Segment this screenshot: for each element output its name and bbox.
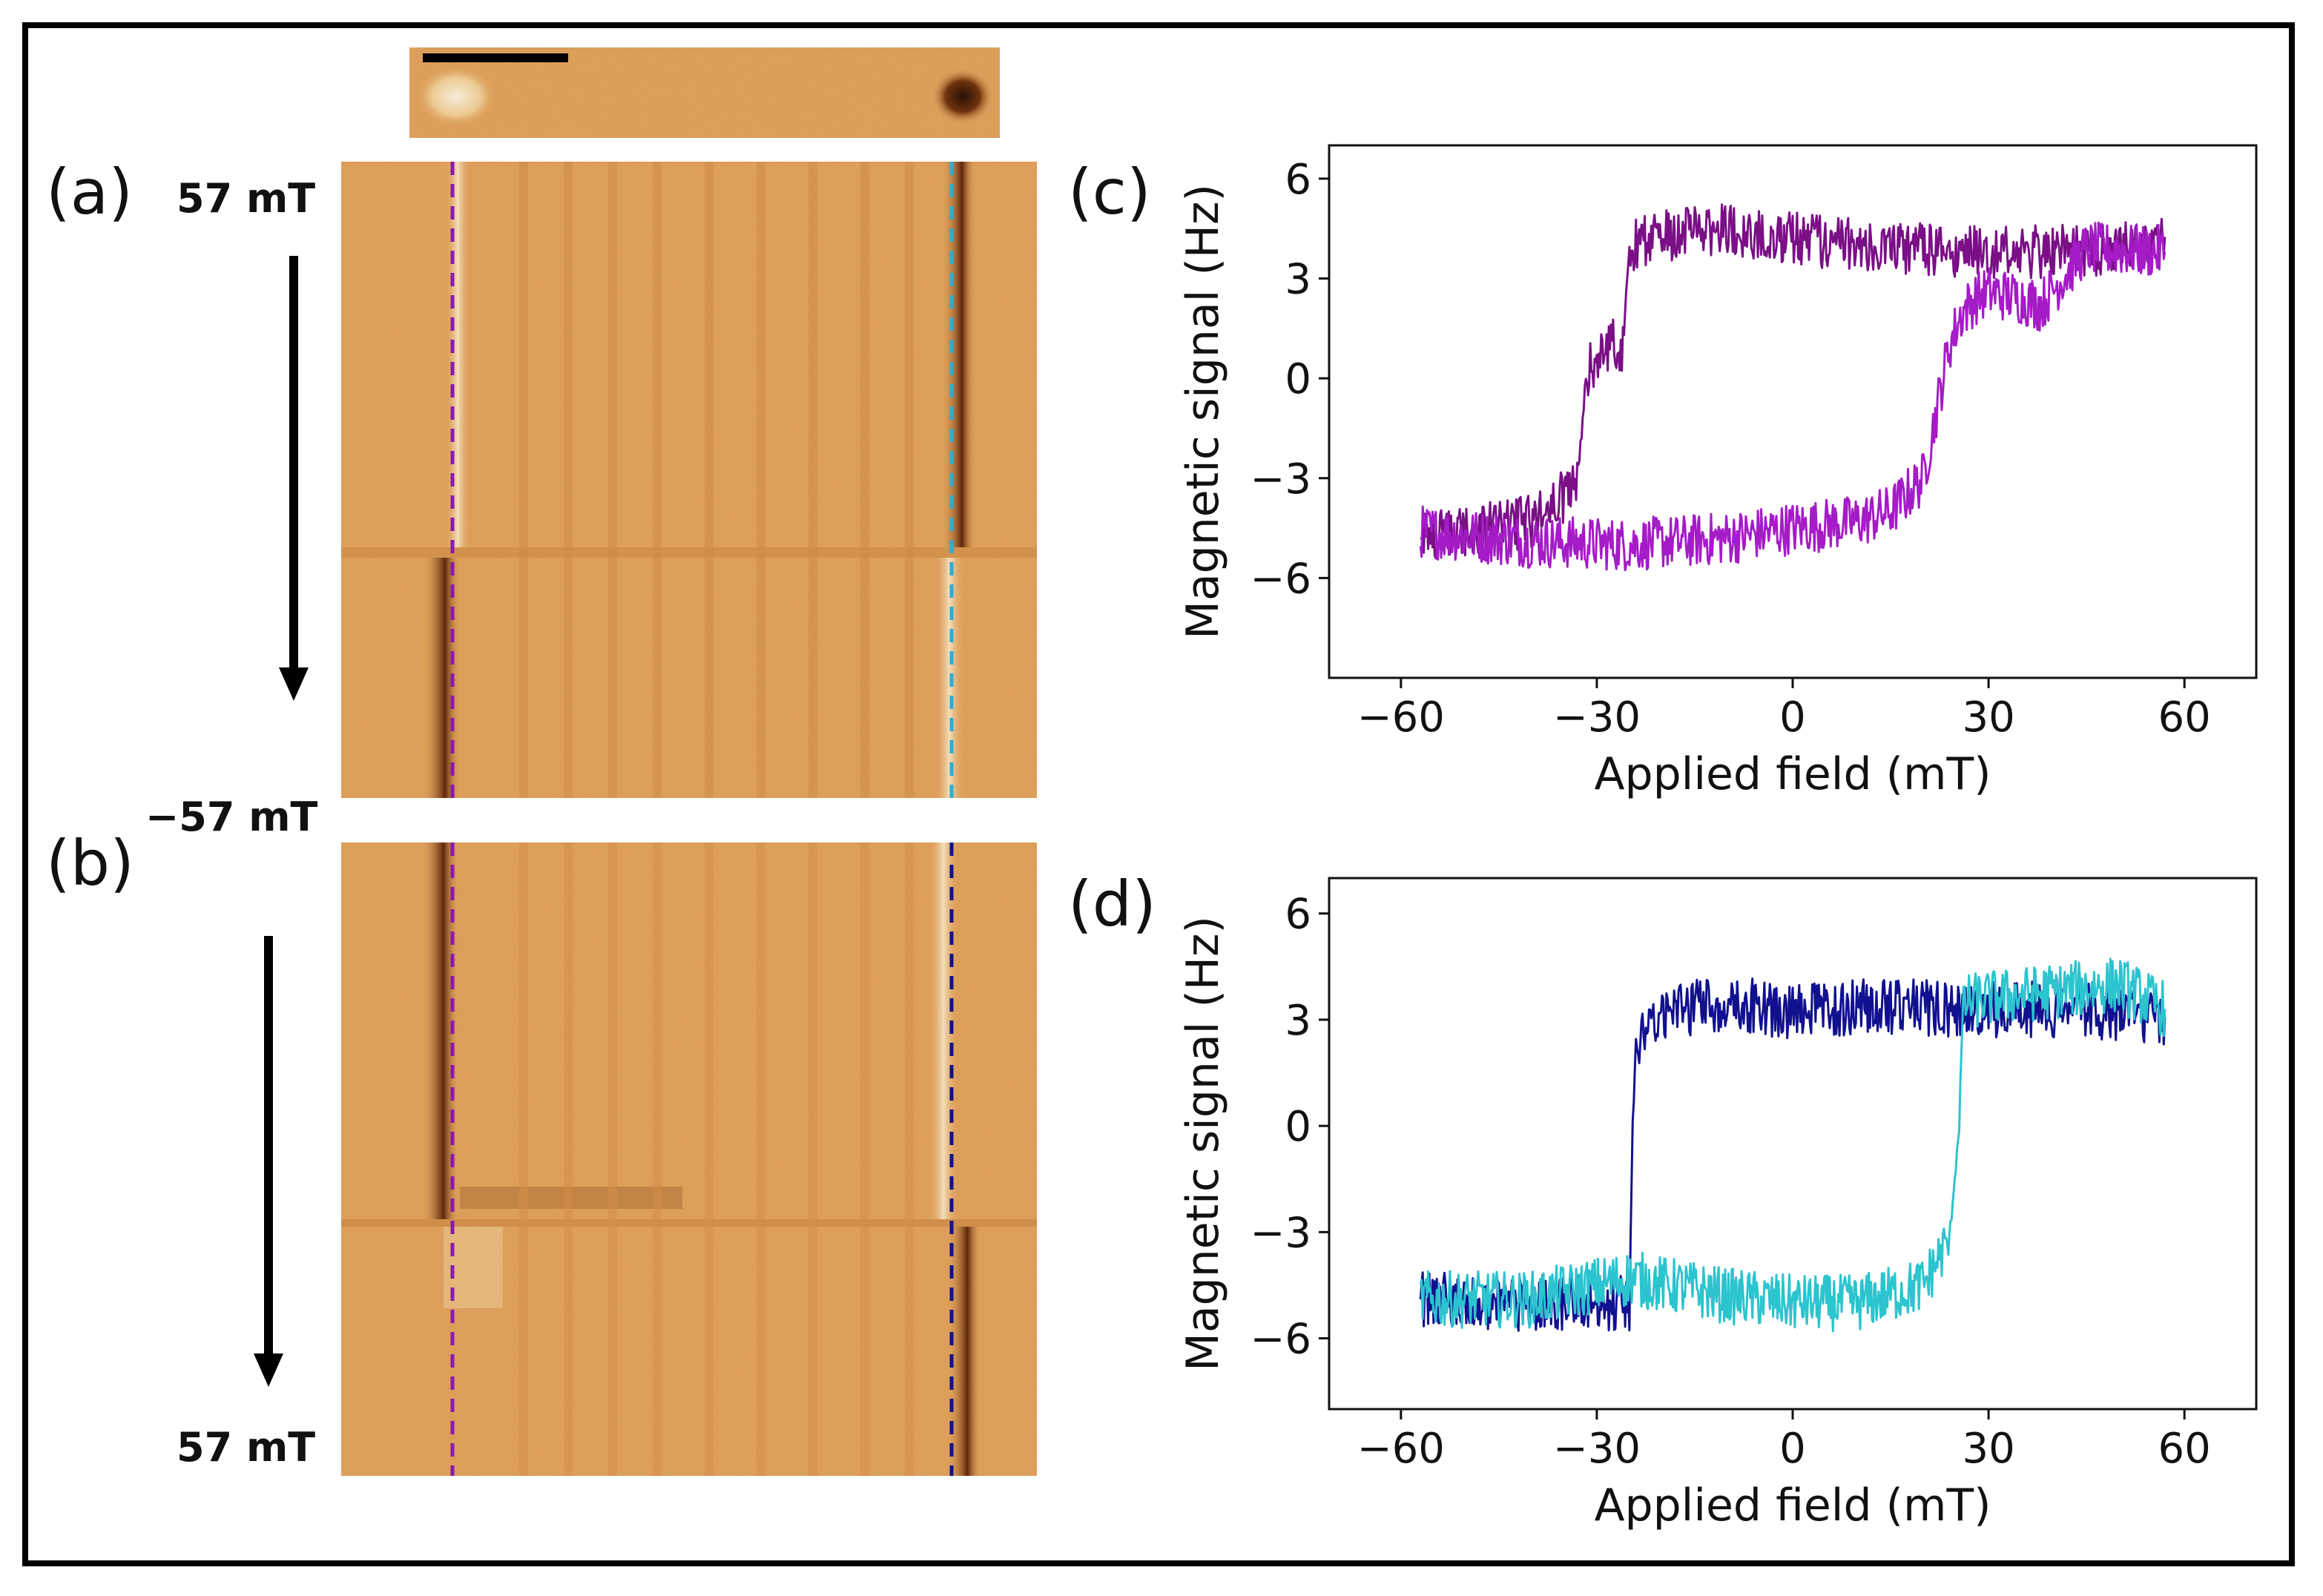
panel-label-c: (c): [1068, 156, 1151, 228]
field-label-b-end: 57 mT: [177, 1424, 316, 1471]
chart-d-xtick-label: −60: [1357, 1425, 1445, 1473]
chart-c-xlabel: Applied field (mT): [1594, 748, 1991, 800]
chart-d-series-0: [1419, 977, 2167, 1332]
chart-c-series-1: [1419, 221, 2167, 572]
panel-b-image: [341, 842, 1037, 1476]
chart-d-xtick-label: 60: [2158, 1425, 2211, 1473]
chart-d-axes: [1328, 877, 2258, 1411]
chart-c-xtick-label: −30: [1553, 693, 1641, 742]
sweep-arrow-a: [279, 256, 309, 701]
chart-d-xtick-label: 30: [1962, 1425, 2014, 1473]
chart-d-xtick-label: 0: [1779, 1425, 1806, 1473]
chart-d-xtick-label: −30: [1553, 1425, 1641, 1473]
chart-c-series-0: [1420, 203, 2167, 560]
sweep-arrow-b: [254, 936, 283, 1387]
chart-d-ylabel: Magnetic signal (Hz): [1177, 916, 1229, 1371]
chart-d-ytick-label: 3: [1285, 997, 1311, 1045]
field-label-a-end: −57 mT: [145, 794, 318, 840]
chart-c-ytick-label: −6: [1250, 555, 1311, 603]
panel-a-image: [341, 162, 1037, 798]
panel-label-a: (a): [46, 156, 134, 228]
panel-label-d: (d): [1068, 868, 1156, 940]
figure-frame: [22, 22, 2295, 1566]
chart-c-xtick-label: 60: [2158, 693, 2211, 742]
chart-c-xtick-label: 0: [1779, 693, 1806, 742]
chart-d-ytick-label: 6: [1285, 891, 1311, 939]
inset-image: [409, 47, 1000, 138]
chart-c-ytick-label: 3: [1285, 256, 1311, 304]
field-label-a-start: 57 mT: [177, 175, 316, 222]
chart-d-ytick-label: 0: [1285, 1103, 1311, 1151]
panel-label-b: (b): [46, 827, 134, 900]
chart-c-ylabel: Magnetic signal (Hz): [1177, 184, 1229, 639]
chart-d-ytick-label: −3: [1250, 1209, 1311, 1257]
chart-d-ytick-label: −6: [1250, 1316, 1311, 1364]
chart-c-ytick-label: 6: [1285, 156, 1311, 204]
chart-c-ytick-label: −3: [1250, 455, 1311, 504]
chart-c-xtick-label: 30: [1962, 693, 2014, 742]
scale-bar: [423, 53, 568, 62]
chart-c-xtick-label: −60: [1357, 693, 1445, 742]
chart-d-series-1: [1419, 957, 2167, 1333]
chart-c-ytick-label: 0: [1285, 355, 1311, 403]
chart-d-xlabel: Applied field (mT): [1594, 1480, 1991, 1531]
